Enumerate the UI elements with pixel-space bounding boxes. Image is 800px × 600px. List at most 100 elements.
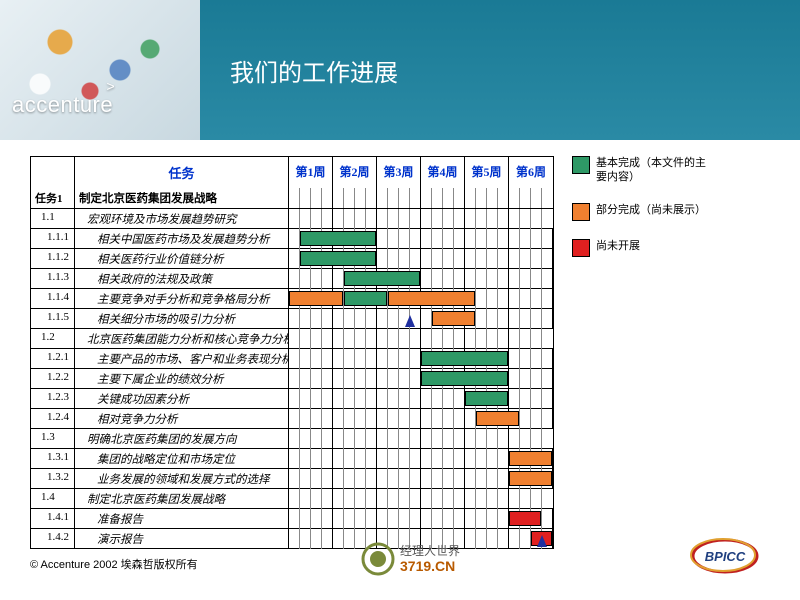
col-header-week: 第2周	[333, 157, 377, 188]
row-cells	[289, 389, 553, 408]
row-number: 1.2	[31, 329, 75, 348]
content: 任务 第1周第2周第3周第4周第5周第6周 任务1制定北京医药集团发展战略1.1…	[0, 140, 800, 549]
row-number: 1.1.3	[31, 269, 75, 288]
row-cells	[289, 509, 553, 528]
row-task: 业务发展的领域和发展方式的选择	[75, 469, 289, 488]
gantt-bar	[300, 251, 376, 266]
gantt-row: 1.2.2主要下属企业的绩效分析	[31, 368, 553, 388]
gantt-row: 1.4制定北京医药集团发展战略	[31, 488, 553, 508]
gantt-bar	[476, 411, 519, 426]
legend-label: 基本完成（本文件的主要内容）	[596, 156, 706, 185]
gantt-bar	[300, 231, 376, 246]
row-number: 1.2.3	[31, 389, 75, 408]
gantt-row: 任务1制定北京医药集团发展战略	[31, 188, 553, 208]
row-cells	[289, 289, 553, 308]
gantt-bar	[289, 291, 343, 306]
header-image: accenture	[0, 0, 200, 140]
row-cells	[289, 329, 553, 348]
col-header-week: 第4周	[421, 157, 465, 188]
legend: 基本完成（本文件的主要内容） 部分完成（尚未展示） 尚未开展	[572, 156, 706, 549]
row-task: 准备报告	[75, 509, 289, 528]
row-number: 1.1.2	[31, 249, 75, 268]
row-cells	[289, 409, 553, 428]
row-task: 相关医药行业价值链分析	[75, 249, 289, 268]
gantt-row: 1.2.3关键成功因素分析	[31, 388, 553, 408]
col-header-num	[31, 157, 75, 188]
gantt-row: 1.3.1集团的战略定位和市场定位	[31, 448, 553, 468]
footer-logo-bpicc: BPICC	[690, 537, 760, 580]
accenture-logo: accenture	[12, 92, 113, 118]
row-cells	[289, 309, 553, 328]
gantt-bar	[509, 511, 541, 526]
gantt-bar	[388, 291, 475, 306]
legend-item: 基本完成（本文件的主要内容）	[572, 156, 706, 185]
gantt-bar	[432, 311, 475, 326]
gantt-bar	[344, 291, 387, 306]
row-number: 1.3.1	[31, 449, 75, 468]
row-number: 1.1.5	[31, 309, 75, 328]
row-task: 相关中国医药市场及发展趋势分析	[75, 229, 289, 248]
col-header-week: 第1周	[289, 157, 333, 188]
row-task: 主要竞争对手分析和竞争格局分析	[75, 289, 289, 308]
row-number: 1.2.4	[31, 409, 75, 428]
row-task: 关键成功因素分析	[75, 389, 289, 408]
row-number: 1.4.2	[31, 529, 75, 548]
copyright: © Accenture 2002 埃森哲版权所有	[30, 556, 198, 572]
gantt-row: 1.4.1准备报告	[31, 508, 553, 528]
row-task: 相关政府的法规及政策	[75, 269, 289, 288]
gantt-row: 1.2.4相对竞争力分析	[31, 408, 553, 428]
row-task: 宏观环境及市场发展趋势研究	[75, 209, 289, 228]
gantt-row: 1.1.1相关中国医药市场及发展趋势分析	[31, 228, 553, 248]
row-number: 1.1	[31, 209, 75, 228]
gantt-bar	[421, 351, 508, 366]
row-number: 1.3	[31, 429, 75, 448]
row-cells	[289, 449, 553, 468]
legend-swatch	[572, 239, 590, 257]
col-header-week: 第6周	[509, 157, 553, 188]
gantt-row: 1.3明确北京医药集团的发展方向	[31, 428, 553, 448]
gantt-row: 1.1.2相关医药行业价值链分析	[31, 248, 553, 268]
legend-item: 尚未开展	[572, 239, 706, 257]
row-task: 制定北京医药集团发展战略	[75, 188, 289, 208]
gantt-bar	[509, 451, 552, 466]
row-task: 北京医药集团能力分析和核心竞争力分析	[75, 329, 289, 348]
page-title: 我们的工作进展	[230, 53, 398, 88]
gantt-header: 任务 第1周第2周第3周第4周第5周第6周	[31, 157, 553, 188]
gantt-chart: 任务 第1周第2周第3周第4周第5周第6周 任务1制定北京医药集团发展战略1.1…	[30, 156, 554, 549]
col-header-week: 第3周	[377, 157, 421, 188]
svg-text:经理人世界: 经理人世界	[400, 544, 460, 558]
row-task: 明确北京医药集团的发展方向	[75, 429, 289, 448]
title-bar: 我们的工作进展	[200, 0, 800, 140]
legend-swatch	[572, 203, 590, 221]
row-cells	[289, 269, 553, 288]
row-cells	[289, 249, 553, 268]
row-task: 集团的战略定位和市场定位	[75, 449, 289, 468]
gantt-bar	[465, 391, 508, 406]
row-task: 制定北京医药集团发展战略	[75, 489, 289, 508]
footer-logo-3719: 经理人世界 3719.CN	[360, 541, 480, 582]
row-number: 1.2.1	[31, 349, 75, 368]
row-cells	[289, 209, 553, 228]
row-number: 1.4	[31, 489, 75, 508]
col-header-task: 任务	[75, 157, 289, 188]
legend-item: 部分完成（尚未展示）	[572, 203, 706, 221]
svg-text:BPICC: BPICC	[705, 549, 746, 564]
row-task: 主要产品的市场、客户和业务表现分析	[75, 349, 289, 368]
col-header-week: 第5周	[465, 157, 509, 188]
header: accenture 我们的工作进展	[0, 0, 800, 140]
row-cells	[289, 349, 553, 368]
row-number: 1.1.4	[31, 289, 75, 308]
row-task: 演示报告	[75, 529, 289, 548]
row-cells	[289, 188, 553, 208]
gantt-row: 1.2北京医药集团能力分析和核心竞争力分析	[31, 328, 553, 348]
row-cells	[289, 369, 553, 388]
row-number: 1.3.2	[31, 469, 75, 488]
gantt-row: 1.1.3相关政府的法规及政策	[31, 268, 553, 288]
row-number: 1.4.1	[31, 509, 75, 528]
row-task: 主要下属企业的绩效分析	[75, 369, 289, 388]
row-cells	[289, 429, 553, 448]
row-number: 1.2.2	[31, 369, 75, 388]
gantt-bar	[509, 471, 552, 486]
row-cells	[289, 469, 553, 488]
gantt-bar	[344, 271, 420, 286]
